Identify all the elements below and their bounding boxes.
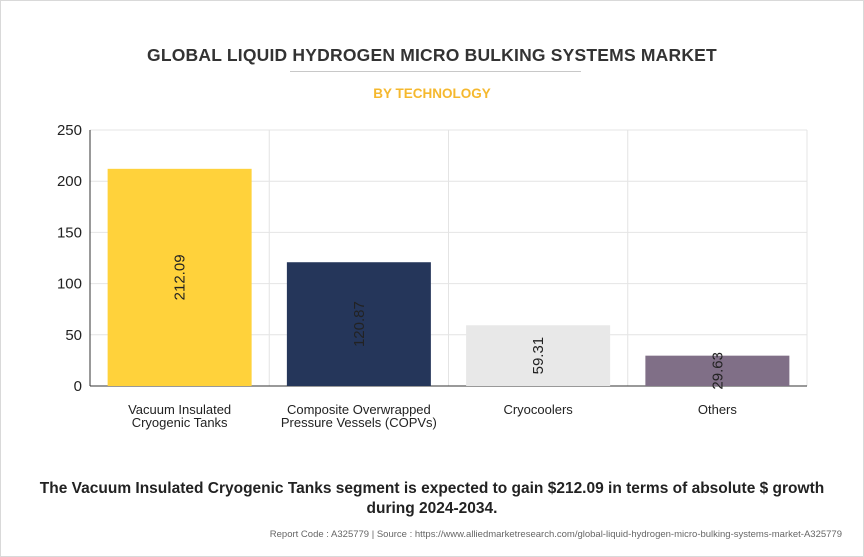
bar bbox=[286, 262, 431, 386]
bar bbox=[645, 355, 790, 386]
source-note: Report Code : A325779 | Source : https:/… bbox=[269, 529, 842, 540]
summary-text: The Vacuum Insulated Cryogenic Tanks seg… bbox=[39, 480, 825, 517]
x-tick-label: Pressure Vessels (COPVs) bbox=[281, 415, 437, 430]
x-tick-label: Cryocoolers bbox=[503, 402, 573, 417]
bar bbox=[466, 325, 611, 386]
x-tick-label: Others bbox=[698, 402, 738, 417]
bar-value-label: 59.31 bbox=[530, 337, 547, 375]
y-tick-label: 0 bbox=[74, 378, 82, 395]
bar-value-label: 29.63 bbox=[709, 352, 726, 390]
x-tick-label: Composite Overwrapped bbox=[287, 402, 431, 417]
chart-subtitle: BY TECHNOLOGY bbox=[373, 86, 491, 101]
y-tick-label: 250 bbox=[57, 122, 82, 139]
y-tick-label: 150 bbox=[57, 224, 82, 241]
x-tick-label: Vacuum Insulated bbox=[128, 402, 231, 417]
y-tick-label: 50 bbox=[65, 327, 82, 344]
title-divider bbox=[290, 71, 581, 72]
x-tick-label: Cryogenic Tanks bbox=[132, 415, 228, 430]
bar-value-label: 212.09 bbox=[172, 254, 189, 300]
y-tick-label: 100 bbox=[57, 276, 82, 293]
y-tick-label: 200 bbox=[57, 173, 82, 190]
bar-value-label: 120.87 bbox=[351, 301, 368, 347]
bar bbox=[107, 168, 252, 386]
chart-title: GLOBAL LIQUID HYDROGEN MICRO BULKING SYS… bbox=[147, 45, 717, 65]
